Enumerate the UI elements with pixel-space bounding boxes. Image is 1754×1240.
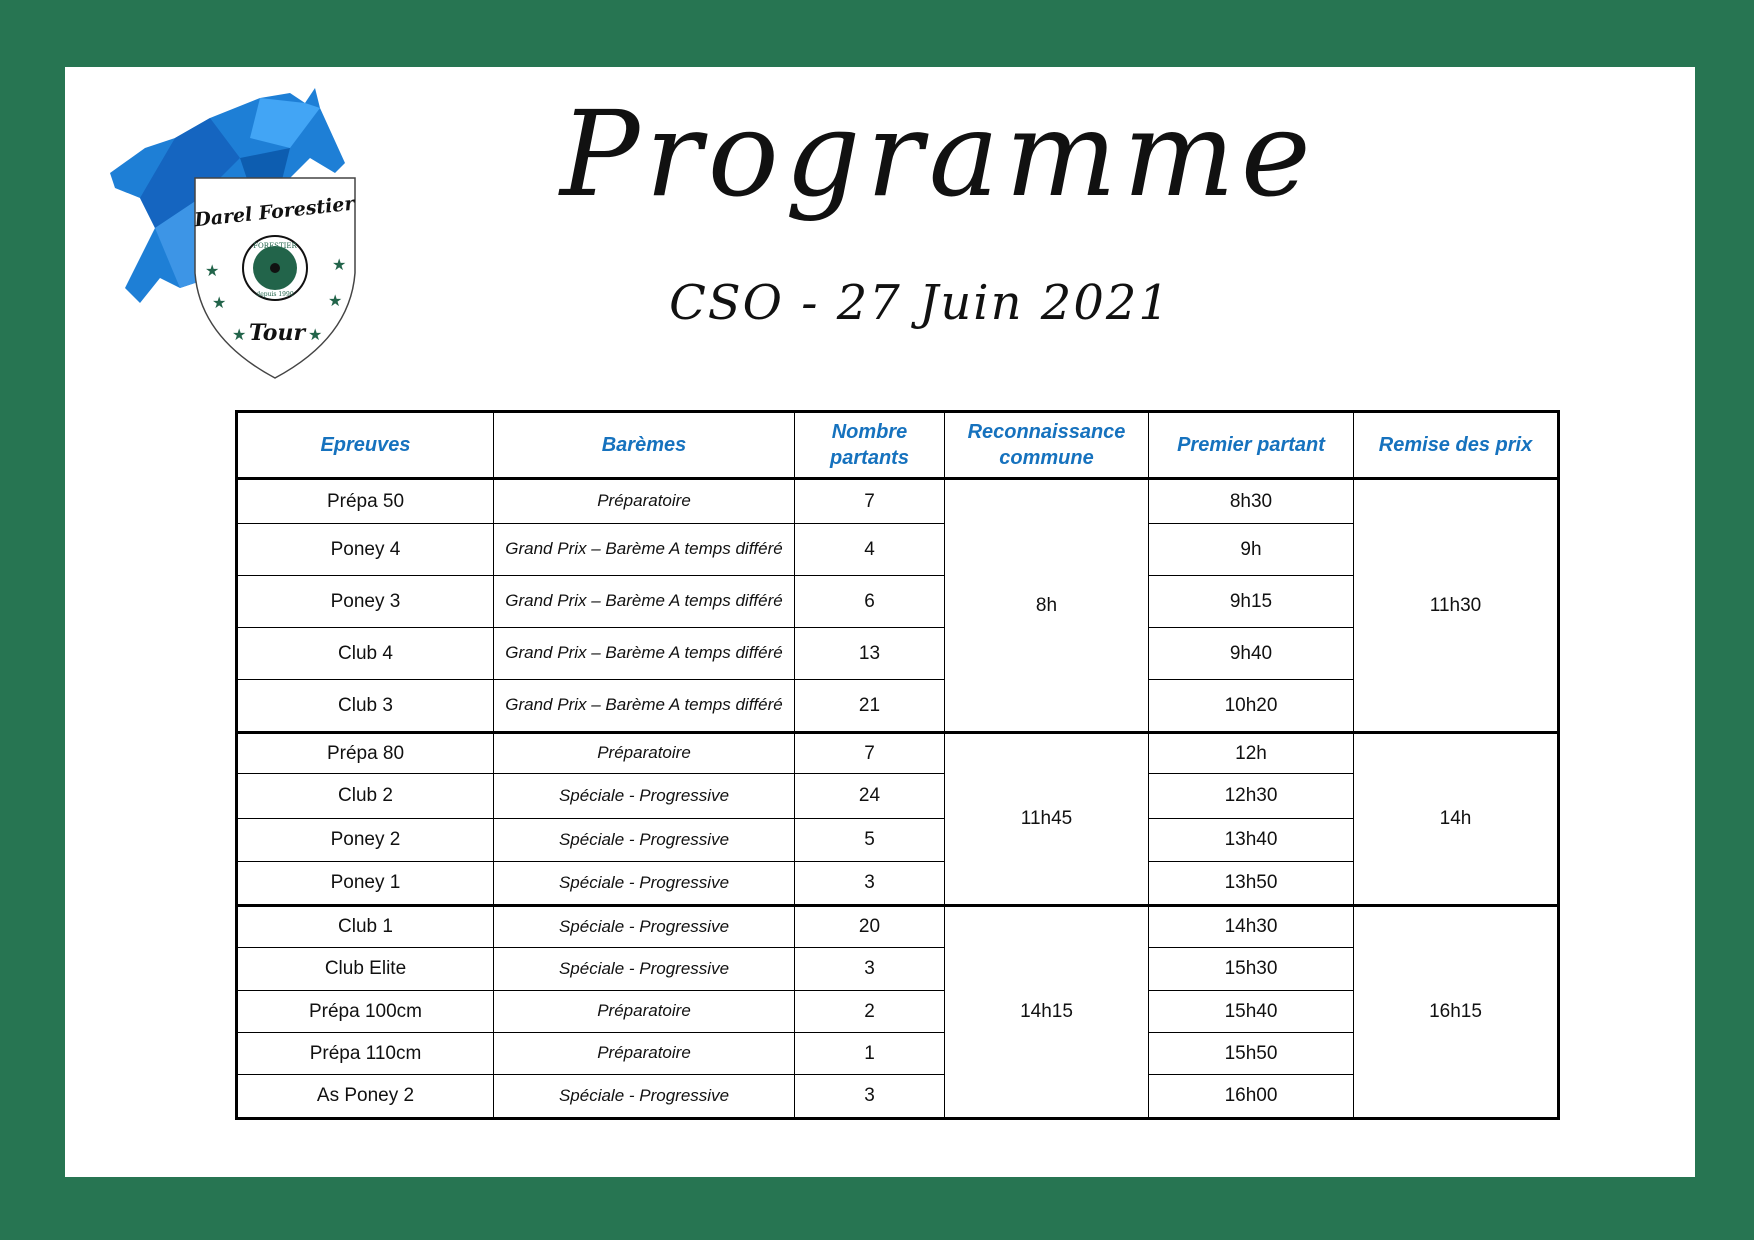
partants-cell: 6 <box>794 575 945 628</box>
epreuve-cell: As Poney 2 <box>236 1074 494 1120</box>
premier-partant-cell: 10h20 <box>1148 679 1354 734</box>
epreuve-cell: Prépa 80 <box>236 732 494 774</box>
reconnaissance-cell: 8h <box>944 478 1149 734</box>
partants-cell: 7 <box>794 478 945 524</box>
table-row: Poney 4 Grand Prix – Barème A temps diffé… <box>236 523 1559 576</box>
epreuve-cell: Club 1 <box>236 905 494 948</box>
epreuve-cell: Club Elite <box>236 947 494 991</box>
svg-text:★: ★ <box>232 327 246 344</box>
partants-cell: 20 <box>794 905 945 948</box>
partants-cell: 3 <box>794 861 945 907</box>
premier-partant-cell: 15h30 <box>1148 947 1354 991</box>
premier-partant-cell: 12h <box>1148 732 1354 774</box>
svg-text:★: ★ <box>212 295 226 312</box>
logo-seal-text: FORESTIER <box>253 242 297 250</box>
partants-cell: 7 <box>794 732 945 774</box>
premier-partant-cell: 12h30 <box>1148 773 1354 819</box>
premier-partant-cell: 15h50 <box>1148 1032 1354 1075</box>
partants-cell: 4 <box>794 523 945 576</box>
partants-cell: 3 <box>794 947 945 991</box>
reconnaissance-cell: 14h15 <box>944 905 1149 1120</box>
premier-partant-cell: 13h50 <box>1148 861 1354 907</box>
epreuve-cell: Club 2 <box>236 773 494 819</box>
epreuve-cell: Poney 3 <box>236 575 494 628</box>
svg-text:★: ★ <box>308 327 322 344</box>
table-row: Poney 1 Spéciale - Progressive 3 13h50 <box>236 861 1559 907</box>
table-row: Club 2 Spéciale - Progressive 24 12h30 <box>236 773 1559 819</box>
darel-forestier-tour-logo: Darel Forestier FORESTIER depuis 1990 To… <box>110 88 357 379</box>
bareme-cell: Grand Prix – Barème A temps différé <box>493 523 795 576</box>
header-remise-prix: Remise des prix <box>1353 411 1559 480</box>
partants-cell: 13 <box>794 627 945 680</box>
premier-partant-cell: 9h15 <box>1148 575 1354 628</box>
header-epreuves: Epreuves <box>236 411 494 480</box>
epreuve-cell: Prépa 110cm <box>236 1032 494 1075</box>
reconnaissance-cell: 11h45 <box>944 732 1149 907</box>
schedule-table: Epreuves Barèmes Nombre partants Reconna… <box>235 410 1560 1120</box>
partants-cell: 5 <box>794 818 945 862</box>
header-reconnaissance: Reconnaissance commune <box>944 411 1149 480</box>
logo-seal-sub: depuis 1990 <box>256 291 293 298</box>
epreuve-cell: Club 3 <box>236 679 494 734</box>
header-nombre-partants: Nombre partants <box>794 411 945 480</box>
premier-partant-cell: 8h30 <box>1148 478 1354 524</box>
premier-partant-cell: 13h40 <box>1148 818 1354 862</box>
bareme-cell: Grand Prix – Barème A temps différé <box>493 575 795 628</box>
page-subtitle: CSO - 27 Juin 2021 <box>669 275 1171 331</box>
header-premier-partant: Premier partant <box>1148 411 1354 480</box>
table-row: Club 1 Spéciale - Progressive 20 14h15 14h30… <box>236 905 1559 1120</box>
epreuve-cell: Prépa 100cm <box>236 990 494 1033</box>
bareme-cell: Préparatoire <box>493 478 795 524</box>
partants-cell: 3 <box>794 1074 945 1120</box>
premier-partant-cell: 9h <box>1148 523 1354 576</box>
epreuve-cell: Poney 1 <box>236 861 494 907</box>
premier-partant-cell: 9h40 <box>1148 627 1354 680</box>
bareme-cell: Spéciale - Progressive <box>493 1074 795 1120</box>
table-row: Club 3 Grand Prix – Barème A temps différ… <box>236 679 1559 734</box>
table-row: Club 4 Grand Prix – Barème A temps différ… <box>236 627 1559 680</box>
epreuve-cell: Poney 2 <box>236 818 494 862</box>
table-row: Poney 2 Spéciale - Progressive 5 13h40 <box>236 818 1559 862</box>
remise-prix-cell: 14h <box>1353 732 1559 907</box>
table-row: Club Elite Spéciale - Progressive 3 15h30 <box>236 947 1559 991</box>
table-row: As Poney 2 Spéciale - Progressive 3 16h00 <box>236 1074 1559 1120</box>
bareme-cell: Spéciale - Progressive <box>493 947 795 991</box>
star-icons: ★ ★ ★ ★ ★ ★ <box>205 257 346 344</box>
svg-text:★: ★ <box>332 257 346 274</box>
svg-text:★: ★ <box>205 263 219 280</box>
epreuve-cell: Club 4 <box>236 627 494 680</box>
bareme-cell: Spéciale - Progressive <box>493 818 795 862</box>
epreuve-cell: Poney 4 <box>236 523 494 576</box>
remise-prix-cell: 11h30 <box>1353 478 1559 734</box>
partants-cell: 2 <box>794 990 945 1033</box>
partants-cell: 1 <box>794 1032 945 1075</box>
table-row: Poney 3 Grand Prix – Barème A temps diffé… <box>236 575 1559 628</box>
premier-partant-cell: 14h30 <box>1148 905 1354 948</box>
remise-prix-cell: 16h15 <box>1353 905 1559 1120</box>
bareme-cell: Spéciale - Progressive <box>493 773 795 819</box>
bareme-cell: Spéciale - Progressive <box>493 905 795 948</box>
page-title: Programme <box>560 85 1317 223</box>
partants-cell: 21 <box>794 679 945 734</box>
table-header-row: Epreuves Barèmes Nombre partants Reconna… <box>236 411 1559 480</box>
table-row: Prépa 80 Préparatoire 7 11h45 12h 14h <box>236 732 1559 907</box>
bareme-cell: Grand Prix – Barème A temps différé <box>493 627 795 680</box>
partants-cell: 24 <box>794 773 945 819</box>
bareme-cell: Préparatoire <box>493 990 795 1033</box>
logo-bottom-text: Tour <box>249 320 307 346</box>
premier-partant-cell: 16h00 <box>1148 1074 1354 1120</box>
bareme-cell: Grand Prix – Barème A temps différé <box>493 679 795 734</box>
bareme-cell: Préparatoire <box>493 1032 795 1075</box>
premier-partant-cell: 15h40 <box>1148 990 1354 1033</box>
bareme-cell: Spéciale - Progressive <box>493 861 795 907</box>
header-baremes: Barèmes <box>493 411 795 480</box>
table-row: Prépa 50 Préparatoire 7 8h 8h30 11h30 <box>236 478 1559 734</box>
epreuve-cell: Prépa 50 <box>236 478 494 524</box>
bareme-cell: Préparatoire <box>493 732 795 774</box>
svg-text:★: ★ <box>328 293 342 310</box>
